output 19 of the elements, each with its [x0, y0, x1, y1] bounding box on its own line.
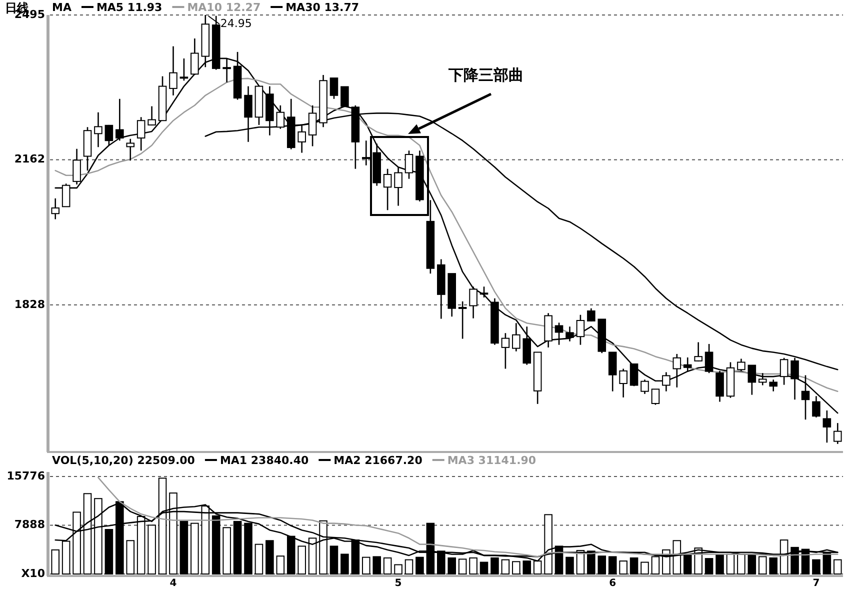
y-tick-label: 2162: [14, 152, 45, 166]
x-tick-label: 4: [170, 578, 177, 589]
annotation: 24.95: [220, 17, 252, 30]
y-tick-label: 7888: [14, 518, 45, 532]
legend-title: VOL(5,10,20) 22509.00: [52, 454, 196, 467]
y-tick-label: X10: [21, 567, 46, 580]
x-tick-label: 7: [812, 578, 820, 589]
y-tick-label: 15776: [6, 469, 46, 482]
legend-label: MA10 12.27: [187, 1, 261, 14]
x-tick-label: 5: [394, 578, 402, 589]
x-tick-label: 6: [609, 578, 616, 589]
legend-label: MA3 31141.90: [447, 454, 536, 467]
y-tick-label: 1828: [14, 298, 45, 311]
legend-label: MA5 11.93: [96, 1, 162, 14]
legend-label: MA30 13.77: [286, 1, 359, 14]
legend-label: MA2 21667.20: [334, 454, 423, 467]
legend-label: MA1 23840.40: [220, 454, 309, 467]
annotation: 下降三部曲: [448, 66, 524, 84]
legend-title: MA: [52, 1, 72, 14]
